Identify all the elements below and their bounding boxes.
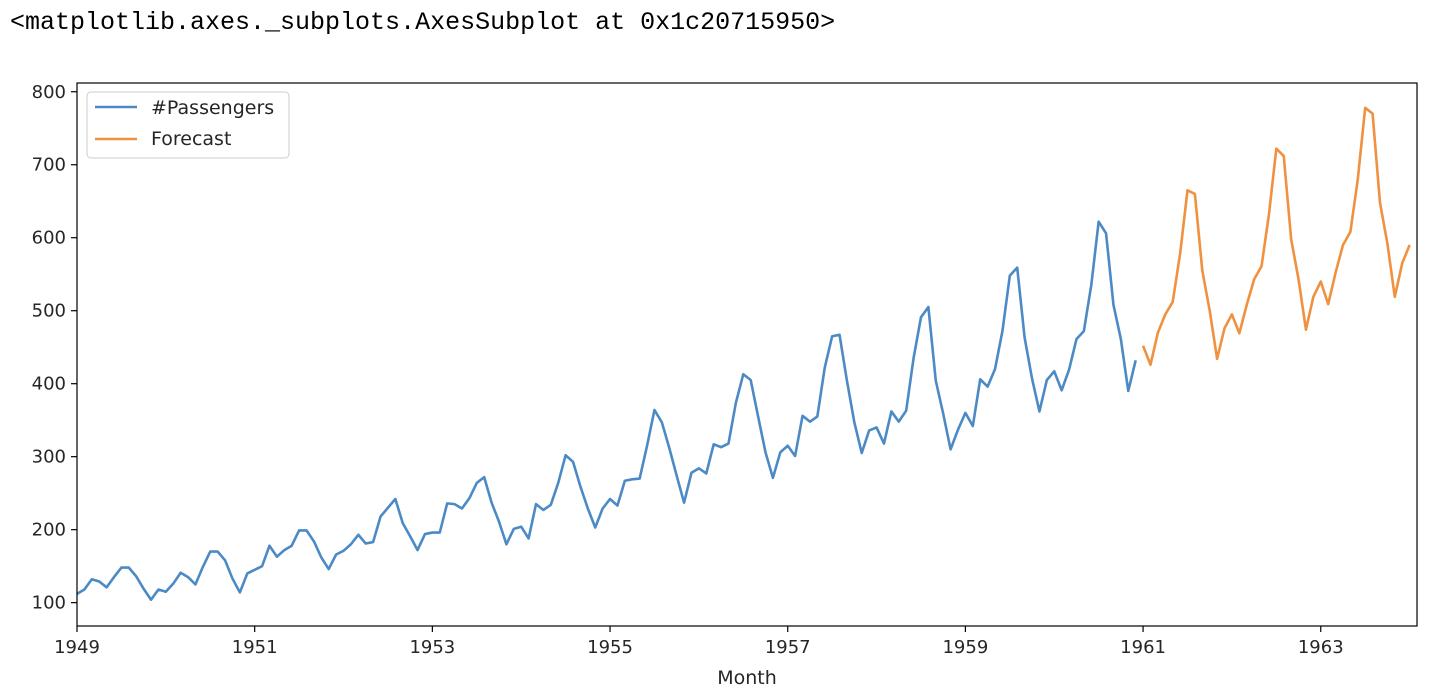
- series-line-forecast: [1141, 106, 1411, 367]
- output-repr-text: <matplotlib.axes._subplots.AxesSubplot a…: [10, 8, 836, 37]
- series-line-passengers: [76, 220, 1137, 602]
- legend: #Passengers Forecast: [86, 91, 290, 159]
- legend-label-passengers: #Passengers: [151, 97, 274, 119]
- x-tick-label: 1955: [587, 637, 633, 658]
- x-axis-label: Month: [717, 667, 777, 689]
- y-tick-label: 100: [32, 593, 66, 614]
- y-tick-label: 700: [32, 155, 66, 176]
- x-tick-label: 1963: [1298, 637, 1344, 658]
- y-tick-label: 800: [32, 82, 66, 103]
- y-tick-label: 400: [32, 374, 66, 395]
- x-tick-label: 1957: [765, 637, 811, 658]
- x-tick-label: 1949: [54, 637, 100, 658]
- y-tick-label: 500: [32, 301, 66, 322]
- plot-frame: [76, 82, 1418, 627]
- legend-label-forecast: Forecast: [151, 128, 231, 150]
- ticks-layer: 1949 1951 1953 1955 1957 1959 1961 1963 100 200 30…: [32, 82, 1344, 658]
- y-tick-label: 200: [32, 520, 66, 541]
- series-layer: [76, 106, 1411, 602]
- y-tick-label: 600: [32, 228, 66, 249]
- legend-box: [86, 91, 290, 159]
- y-tick-label: 300: [32, 447, 66, 468]
- x-tick-label: 1961: [1120, 637, 1166, 658]
- x-tick-label: 1953: [409, 637, 455, 658]
- x-tick-label: 1959: [942, 637, 988, 658]
- x-tick-label: 1951: [232, 637, 278, 658]
